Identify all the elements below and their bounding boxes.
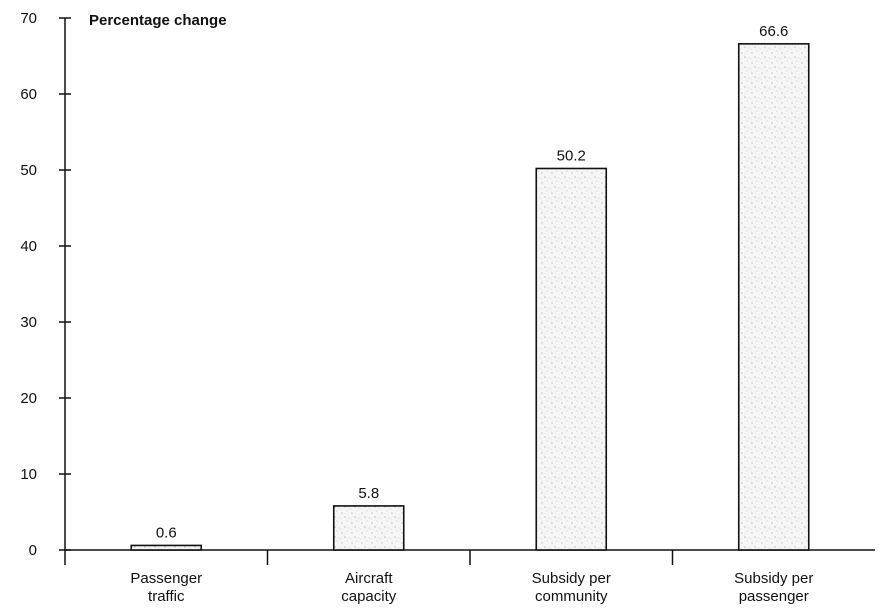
value-label: 5.8 (358, 485, 379, 502)
category-label-line: Passenger (130, 570, 202, 587)
category-label: Subsidy per community (532, 570, 611, 605)
category-label-line: passenger (739, 588, 809, 605)
category-label-line: Subsidy per (734, 570, 813, 587)
y-tick-label: 40 (20, 238, 37, 255)
category-label-line: traffic (148, 588, 185, 605)
bar-1 (130, 544, 203, 551)
category-label-line: capacity (341, 588, 397, 605)
x-axis (64, 549, 875, 565)
bar-3 (535, 167, 608, 551)
category-label-line: Subsidy per (532, 570, 611, 587)
y-tick-label: 50 (20, 162, 37, 179)
category-label: Passenger traffic (130, 570, 202, 605)
y-tick-label: 10 (20, 466, 37, 483)
category-label-line: Aircraft (345, 570, 393, 587)
y-axis: 0 10 20 30 40 50 60 70 (20, 10, 71, 559)
category-label: Subsidy per passenger (734, 570, 813, 605)
category-label: Aircraft capacity (341, 570, 397, 605)
value-label: 50.2 (557, 147, 586, 164)
bars-group (130, 43, 810, 551)
y-tick-label: 70 (20, 10, 37, 27)
bar-4 (737, 43, 810, 551)
y-tick-label: 0 (29, 542, 37, 559)
value-label: 66.6 (759, 23, 788, 40)
y-tick-label: 20 (20, 390, 37, 407)
y-tick-label: 30 (20, 314, 37, 331)
category-labels-group: Passenger traffic Aircraft capacity Subsidy … (130, 570, 813, 605)
value-labels-group: 0.6 5.8 50.2 66.6 (156, 23, 789, 542)
value-label: 0.6 (156, 524, 177, 541)
y-axis-title: Percentage change (89, 12, 227, 29)
y-tick-label: 60 (20, 86, 37, 103)
category-label-line: community (535, 588, 608, 605)
bar-2 (332, 505, 405, 551)
